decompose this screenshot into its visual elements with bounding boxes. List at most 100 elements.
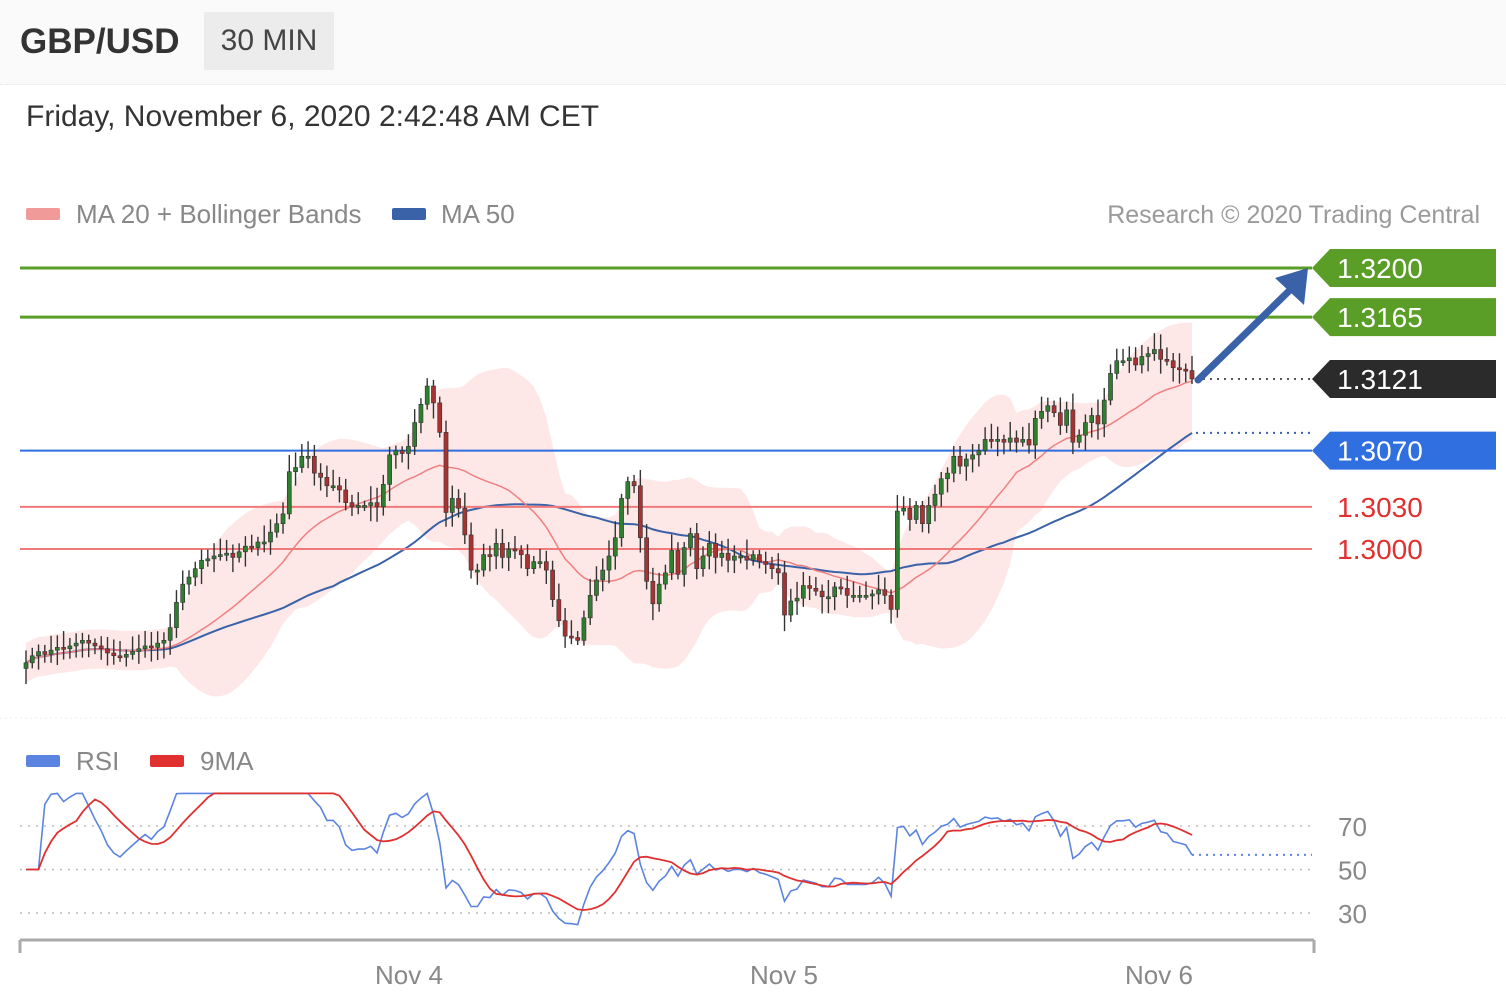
candle-body [73,642,79,647]
x-tick-label: Nov 6 [1125,960,1193,990]
candle-body [1183,368,1189,372]
candle-body [324,477,330,487]
legend-price: MA 20 + Bollinger Bands MA 50 Research ©… [26,199,1480,229]
candle-body [111,652,117,657]
candle-body [1001,439,1007,443]
candle-body [725,552,731,561]
candle-body [512,548,518,552]
candle-body [913,505,919,520]
rsi-ma-legend-label: 9MA [200,746,254,776]
candle-body [775,568,781,574]
candle-body [663,572,668,585]
candle-body [694,533,700,569]
candle-body [362,505,367,508]
candle-body [945,472,950,480]
candle-body [625,481,631,499]
timestamp: Friday, November 6, 2020 2:42:48 AM CET [26,100,600,133]
candle-body [236,551,242,558]
candle-body [1114,360,1120,374]
candle-body [1133,357,1138,366]
candle-body [274,523,280,533]
candle-body [105,648,110,654]
candle-body [349,502,355,508]
candle-body [838,586,844,590]
candle-body [876,589,881,595]
candle-body [688,533,693,548]
candle-body [117,655,123,659]
copyright: Research © 2020 Trading Central [1107,201,1480,229]
candle-body [456,498,461,509]
candle-body [543,561,549,571]
candle-body [982,439,988,451]
candle-body [675,550,681,575]
candle-body [1020,439,1026,443]
candle-body [1101,399,1107,425]
rsi-legend-label: RSI [76,746,119,776]
candle-body [1045,405,1051,412]
candle-body [424,385,430,405]
candle-body [606,555,612,571]
candle-body [167,627,173,641]
candle-body [437,402,443,433]
candle-body [1076,434,1082,443]
level-tag [1312,298,1496,337]
level-label: 1.3165 [1337,302,1423,333]
ma50-legend-swatch [392,208,426,220]
ma20-legend-label: MA 20 + Bollinger Bands [76,199,361,229]
candle-body [205,558,211,562]
candle-body [374,502,380,508]
candle-body [136,648,142,652]
candle-body [243,545,248,553]
candle-body [1095,415,1101,425]
candle-body [757,554,762,562]
candle-body [719,552,725,558]
candle-body [199,559,204,569]
candle-body [525,554,530,569]
level-tag [1312,249,1496,287]
candle-body [550,569,555,600]
candle-body [531,561,537,569]
candle-body [387,454,392,485]
candle-body [851,595,856,598]
candle-body [713,543,718,558]
candle-body [763,561,769,565]
rsi-tick-label: 70 [1338,812,1367,842]
candle-body [844,588,850,596]
candle-body [355,505,361,508]
candle-body [669,550,675,574]
x-axis [18,938,1316,953]
candle-body [612,537,618,557]
candle-body [462,507,468,536]
candle-body [869,593,875,597]
candle-body [587,595,593,619]
candle-body [857,595,863,598]
candle-body [619,498,624,539]
candle-body [976,450,982,456]
candle-body [581,617,587,641]
candle-body [1170,360,1176,369]
candle-body [412,422,418,447]
candle-body [1014,437,1019,443]
candle-body [1007,437,1013,443]
candle-body [299,455,305,468]
x-tick-label: Nov 4 [375,960,443,990]
candle-body [130,651,135,655]
candle-body [500,543,505,558]
candle-body [600,569,606,581]
candle-body [1058,412,1063,426]
rsi-tick-label: 30 [1338,899,1367,929]
candle-body [1164,359,1170,362]
candle-body [575,637,580,641]
candle-body [1145,353,1151,357]
candle-body [418,403,424,423]
candle-body [98,645,104,650]
candles [23,333,1195,685]
candle-body [431,385,436,404]
timeframe-button[interactable]: 30 MIN [204,12,334,70]
candle-body [970,454,975,460]
level-label: 1.3200 [1337,253,1423,284]
candle-body [813,588,819,592]
candle-body [312,455,317,474]
candle-body [42,651,48,655]
candle-body [800,585,806,599]
